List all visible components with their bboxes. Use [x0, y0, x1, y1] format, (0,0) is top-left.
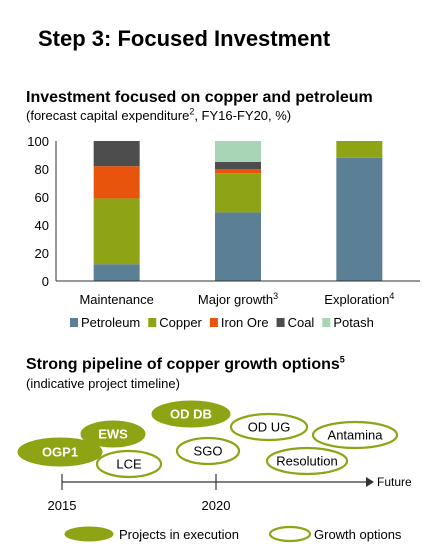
chart-title: Investment focused on copper and petrole… [26, 89, 373, 106]
pipeline-title-text: Strong pipeline of copper growth options [26, 356, 340, 373]
bar-major-growth-petroleum [215, 212, 261, 281]
chart-subtitle-text: (forecast capital expenditure [26, 108, 190, 123]
category-label-text: Major growth [198, 292, 273, 307]
pipeline-timeline: Future 2015 2020 OGP1 EWS OD DB LCE SGO OD UG Ant… [17, 400, 412, 543]
legend-option-label: Growth options [314, 527, 402, 542]
timeline-year-label: 2015 [48, 498, 77, 513]
bar-maintenance-iron-ore [93, 166, 140, 199]
bar-maintenance-petroleum [93, 264, 140, 281]
category-label: Exploration4 [324, 291, 394, 307]
bar-major-growth-copper [215, 173, 261, 213]
project-lce-label: LCE [116, 457, 142, 472]
legend-swatch-iron-ore [209, 318, 218, 327]
project-od-db-label: OD DB [170, 407, 212, 422]
category-label-footnote: 3 [273, 291, 278, 301]
legend-label-potash: Potash [333, 315, 373, 330]
legend-swatch-potash [322, 318, 331, 327]
project-od-db-ellipse [151, 400, 231, 428]
project-od-ug-label: OD UG [248, 420, 291, 435]
timeline-future-label: Future [377, 475, 412, 489]
legend-label-iron-ore: Iron Ore [221, 315, 269, 330]
project-resolution-label: Resolution [276, 454, 337, 469]
project-ews-ellipse [80, 420, 146, 448]
page-title: Step 3: Focused Investment [38, 26, 331, 51]
project-ogp1-ellipse [17, 437, 103, 467]
bar-maintenance-coal [93, 141, 140, 167]
project-sgo-label: SGO [194, 444, 223, 459]
chart-subtitle-text-end: , FY16-FY20, %) [194, 108, 292, 123]
bar-exploration-copper [336, 141, 383, 158]
y-tick-label: 20 [35, 246, 49, 261]
legend-execution-label: Projects in execution [119, 527, 239, 542]
project-od-ug-ellipse [229, 412, 309, 442]
bar-maintenance-copper [93, 198, 140, 265]
legend-execution-swatch [64, 526, 114, 542]
bar-major-growth-potash [215, 141, 261, 162]
project-ogp1-label: OGP1 [42, 445, 78, 460]
pipeline-title-footnote: 5 [339, 354, 345, 365]
chart-subtitle-footnote: 2 [189, 106, 195, 117]
category-label-text: Exploration [324, 292, 389, 307]
legend-label-copper: Copper [159, 315, 202, 330]
pipeline-title: Strong pipeline of copper growth options… [26, 354, 345, 374]
category-label: Major growth3 [198, 291, 278, 307]
y-tick-label: 60 [35, 190, 49, 205]
y-tick-label: 100 [27, 134, 49, 149]
project-ews-label: EWS [98, 427, 128, 442]
timeline-arrow-icon [366, 477, 374, 487]
y-tick-label: 40 [35, 218, 49, 233]
y-tick-label: 0 [42, 274, 49, 289]
project-antamina-ellipse [311, 420, 399, 450]
stacked-bar-chart: 0 20 40 60 80 100 Maintenance Major growth3 Expl… [27, 134, 420, 330]
project-resolution-ellipse [265, 446, 349, 476]
y-tick-label: 80 [35, 162, 49, 177]
bar-major-growth-coal [215, 162, 261, 169]
bar-exploration-petroleum [336, 157, 383, 281]
legend-option-swatch [268, 525, 312, 543]
bar-major-growth-iron-ore [215, 169, 261, 174]
category-label: Maintenance [79, 292, 153, 307]
project-antamina-label: Antamina [328, 428, 384, 443]
timeline-year-label: 2020 [202, 498, 231, 513]
category-label-text: Maintenance [79, 292, 153, 307]
legend-swatch-petroleum [70, 318, 78, 327]
legend-swatch-coal [276, 318, 285, 327]
legend-label-coal: Coal [288, 315, 315, 330]
legend-swatch-copper [148, 318, 157, 327]
pipeline-subtitle: (indicative project timeline) [26, 376, 180, 391]
category-label-footnote: 4 [389, 291, 394, 301]
chart-subtitle: (forecast capital expenditure2, FY16-FY2… [26, 106, 292, 123]
project-lce-ellipse [95, 449, 163, 479]
legend-label-petroleum: Petroleum [81, 315, 140, 330]
project-sgo-ellipse [175, 436, 241, 466]
